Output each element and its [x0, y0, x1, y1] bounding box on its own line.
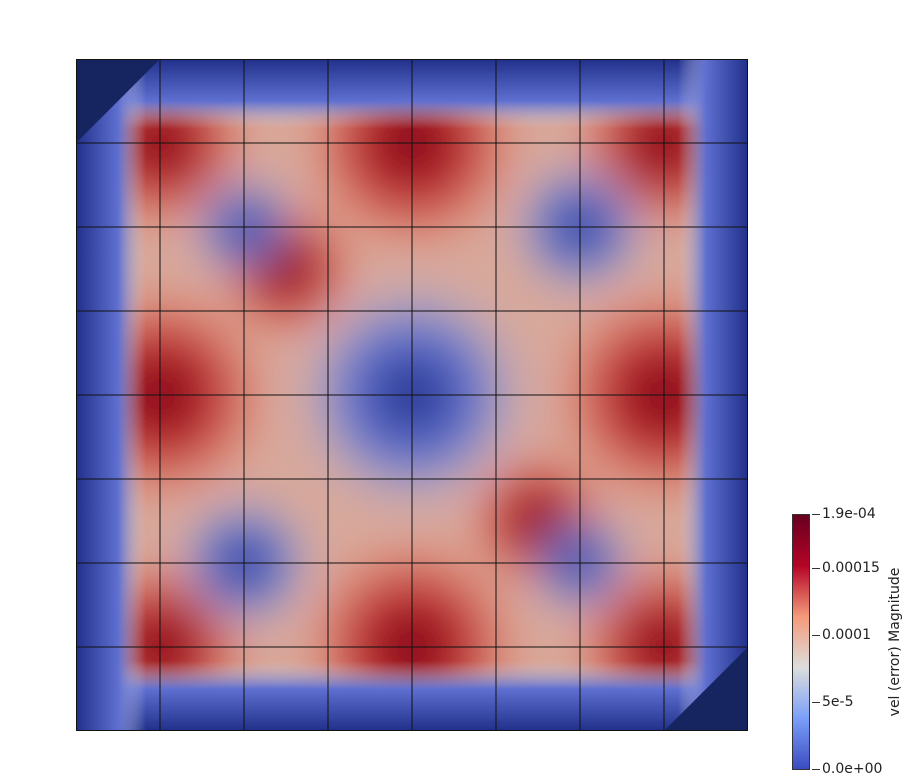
colorbar-tick-label: 0.0e+00 — [822, 761, 883, 777]
colorbar — [792, 514, 810, 770]
colorbar-tick-label: 0.00015 — [822, 559, 880, 576]
colorbar-tick-label: 1.9e-04 — [822, 506, 876, 522]
colorbar-tick-label: 0.0001 — [822, 626, 871, 643]
colorbar-tick — [812, 769, 820, 770]
colorbar-tick — [812, 634, 820, 636]
colorbar-tick — [812, 567, 820, 569]
colorbar-tick-label: 5e-5 — [822, 693, 854, 710]
error-magnitude-field — [76, 59, 748, 731]
colorbar-tick — [812, 514, 820, 515]
colorbar-title: vel (error) Magnitude — [887, 567, 903, 717]
colorbar-tick — [812, 701, 820, 703]
